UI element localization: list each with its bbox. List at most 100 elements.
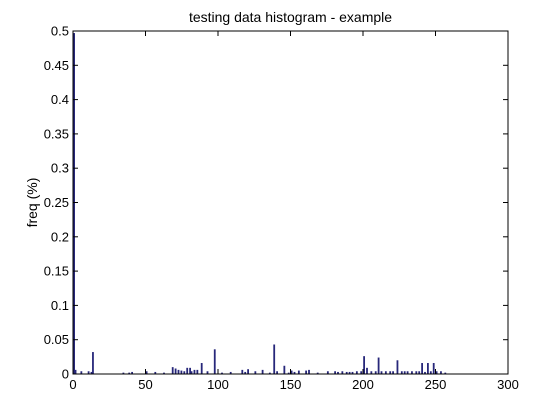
y-axis-label: freq (%)	[24, 178, 40, 228]
histogram-bar	[200, 363, 203, 374]
histogram-bar	[276, 371, 278, 374]
x-tick-label: 0	[69, 377, 76, 392]
y-tick-label: 0.05	[44, 332, 69, 347]
histogram-bar	[186, 367, 189, 374]
histogram-bar	[384, 371, 387, 374]
histogram-bar	[355, 371, 358, 374]
histogram-bar	[348, 371, 351, 374]
histogram-bar	[341, 371, 344, 374]
histogram-bar	[193, 369, 196, 374]
histogram-bar	[421, 363, 423, 374]
histogram-bar	[145, 371, 148, 374]
histogram-bar	[326, 371, 329, 374]
histogram-bar	[392, 371, 394, 374]
y-tick-label: 0	[62, 367, 69, 382]
histogram-bar	[221, 372, 223, 374]
histogram-bar	[190, 371, 193, 374]
histogram-bar	[174, 368, 177, 374]
histogram-bar	[389, 371, 392, 374]
y-tick-label: 0.1	[51, 298, 69, 313]
histogram-bar	[424, 371, 426, 374]
histogram-bar	[334, 371, 336, 374]
histogram-bar	[74, 369, 77, 374]
histogram-bar	[396, 360, 399, 374]
histogram-bar	[400, 371, 403, 374]
ticks-layer: 0 50 100 150 200 250 300 0 0.05 0.1 0.15 0.2 0.25 0.3…	[44, 24, 519, 393]
histogram-bar	[290, 370, 293, 374]
x-tick-label: 200	[352, 377, 374, 392]
plot-background	[73, 31, 508, 374]
histogram-bar	[154, 371, 157, 374]
histogram-bar	[415, 371, 418, 374]
histogram-bar	[254, 371, 257, 374]
histogram-bar	[406, 371, 409, 374]
histogram-bar	[380, 371, 383, 374]
chart-title: testing data histogram - example	[189, 9, 392, 25]
histogram-bar	[247, 369, 249, 374]
y-tick-label: 0.5	[51, 24, 69, 39]
histogram-bar	[337, 371, 339, 374]
y-tick-label: 0.15	[44, 264, 69, 279]
histogram-bar	[297, 370, 300, 374]
histogram-bar	[180, 370, 183, 374]
histogram-bar	[229, 371, 232, 374]
histogram-bar	[183, 371, 186, 374]
histogram-bar	[128, 372, 131, 374]
histogram-bar	[244, 371, 247, 374]
histogram-bar	[171, 367, 174, 374]
x-tick-label: 150	[280, 377, 302, 392]
histogram-bar	[122, 372, 125, 374]
histogram-bar	[73, 33, 75, 375]
histogram-bar	[163, 372, 165, 374]
histogram-bar	[305, 370, 307, 374]
histogram-bar	[363, 356, 365, 374]
histogram-bar	[196, 369, 199, 374]
y-tick-label: 0.45	[44, 58, 69, 73]
histogram-bar	[345, 371, 348, 374]
histogram-bar	[92, 352, 94, 374]
histogram-bar	[131, 371, 133, 374]
histogram-bar	[427, 363, 429, 374]
y-tick-label: 0.3	[51, 161, 69, 176]
x-tick-label: 250	[425, 377, 447, 392]
histogram-bar	[351, 371, 354, 374]
histogram-bar	[418, 371, 421, 374]
histogram-bar	[403, 371, 406, 374]
histogram-bar	[206, 371, 209, 374]
histogram-bar	[241, 369, 244, 374]
histogram-bar	[377, 357, 380, 374]
x-tick-label: 100	[207, 377, 229, 392]
histogram-bar	[308, 369, 310, 374]
histogram-bar	[435, 371, 438, 374]
x-tick-label: 50	[138, 377, 152, 392]
histogram-bar	[189, 367, 191, 374]
histogram-bar	[273, 344, 276, 374]
bars-layer	[73, 33, 447, 375]
histogram-bar	[360, 371, 363, 374]
histogram-bar	[268, 372, 271, 374]
histogram-bar	[374, 371, 377, 374]
histogram-bar	[316, 372, 319, 374]
histogram-bar	[411, 371, 413, 374]
histogram-bar	[429, 371, 432, 374]
histogram-bar	[90, 371, 93, 374]
histogram-bar	[213, 349, 216, 374]
histogram-bar	[440, 371, 442, 374]
histogram-bar	[366, 367, 368, 374]
histogram-bar	[287, 372, 290, 374]
y-tick-label: 0.25	[44, 195, 69, 210]
histogram-bar	[177, 369, 180, 374]
histogram-bar	[80, 371, 83, 374]
histogram-bar	[283, 365, 286, 374]
y-tick-label: 0.35	[44, 126, 69, 141]
histogram-bar	[432, 363, 435, 374]
histogram-bar	[293, 371, 296, 374]
y-tick-label: 0.4	[51, 92, 69, 107]
histogram-bar	[261, 369, 264, 374]
y-tick-label: 0.2	[51, 229, 69, 244]
histogram-bar	[87, 371, 90, 374]
histogram-bar	[444, 372, 447, 374]
histogram-bar	[370, 371, 373, 374]
